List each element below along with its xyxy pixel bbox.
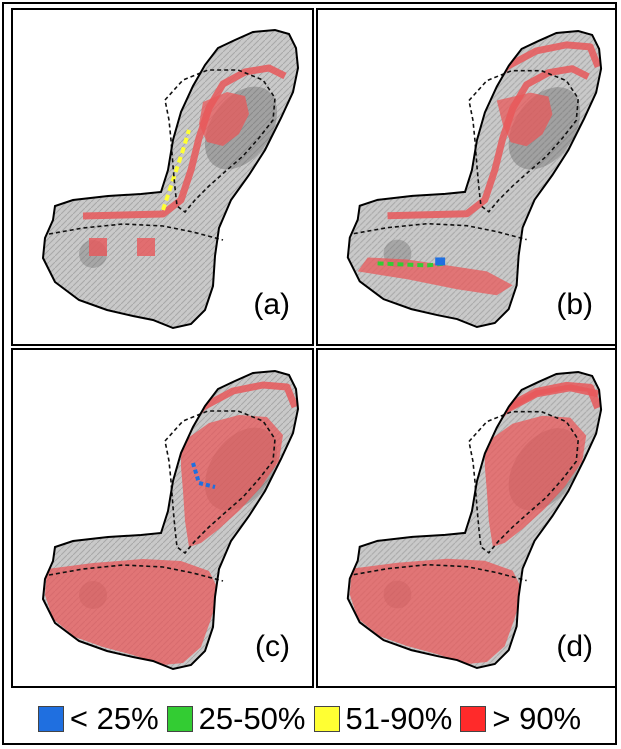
dashed-boundary <box>353 222 527 241</box>
legend-item-lt25: < 25% <box>37 701 159 737</box>
red-area <box>484 415 587 547</box>
panel-label-c: (c) <box>255 630 290 663</box>
legend-swatch-red <box>460 706 487 732</box>
map-panel-a: (a) <box>11 8 314 346</box>
overlay-group <box>79 64 287 268</box>
island-outline <box>346 29 603 329</box>
legend-item-25-50: 25-50% <box>166 701 306 737</box>
blue-patch <box>435 257 446 266</box>
red-area <box>199 92 249 146</box>
island-outline <box>41 369 300 671</box>
legend-swatch-green <box>166 706 193 732</box>
map-d-svg <box>346 370 603 670</box>
map-panel-d: (d) <box>316 348 617 688</box>
red-patch <box>89 238 107 256</box>
legend-label: 51-90% <box>345 701 453 736</box>
legend: < 25% 25-50% 51-90% > 90% <box>2 693 617 745</box>
map-panel-b: (b) <box>316 8 617 346</box>
dashed-boundary <box>164 410 276 555</box>
blue-band <box>191 462 216 489</box>
legend-label: 25-50% <box>198 701 306 736</box>
map-a-svg <box>41 28 300 330</box>
dashed-boundary <box>48 564 224 582</box>
yellow-band <box>161 129 191 211</box>
panel-label-a: (a) <box>253 288 290 321</box>
island-outline <box>346 370 603 670</box>
dashed-boundary <box>164 69 276 214</box>
map-c-svg <box>41 369 300 671</box>
legend-label: > 90% <box>492 701 582 736</box>
red-area <box>349 558 523 665</box>
island-outline <box>41 28 300 330</box>
dashed-boundary <box>48 223 224 241</box>
red-patch <box>137 238 155 256</box>
island-terrain <box>43 30 298 328</box>
dashed-boundary <box>468 410 580 554</box>
legend-label: < 25% <box>69 701 159 736</box>
red-area <box>181 415 283 547</box>
red-area <box>496 92 553 147</box>
panel-label-d: (d) <box>556 630 593 663</box>
map-b-svg <box>346 29 603 329</box>
legend-swatch-yellow <box>313 706 340 732</box>
legend-item-51-90: 51-90% <box>313 701 453 737</box>
red-area <box>357 257 513 296</box>
panel-label-b: (b) <box>556 288 593 321</box>
legend-item-gt90: > 90% <box>460 701 581 737</box>
legend-swatch-blue <box>37 706 64 732</box>
dashed-boundary <box>468 69 580 213</box>
dashed-boundary <box>353 563 527 582</box>
red-area <box>45 559 219 665</box>
map-panel-c: (c) <box>11 348 314 688</box>
overlay-group <box>45 381 298 665</box>
